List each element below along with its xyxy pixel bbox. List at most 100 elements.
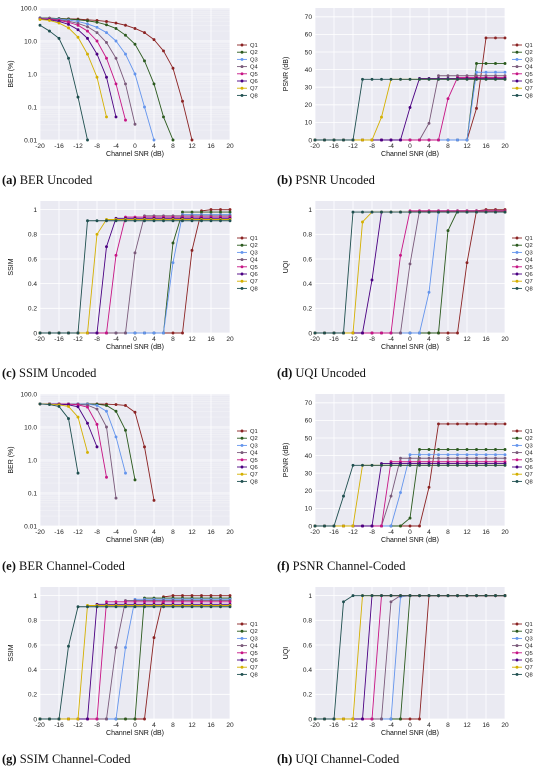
data-point <box>475 453 478 457</box>
x-axis-label: Channel SNR (dB) <box>106 151 164 158</box>
data-point <box>389 494 393 498</box>
data-point <box>484 61 488 65</box>
legend-label-q5: Q5 <box>250 458 258 464</box>
panel-caption-letter: (d) <box>277 366 293 380</box>
x-tick-label: 8 <box>171 143 175 150</box>
y-axis-label: BER (%) <box>8 60 15 87</box>
data-point <box>389 331 393 335</box>
legend-label-q4: Q4 <box>250 258 259 264</box>
x-tick-label: 4 <box>427 529 431 536</box>
legend-label-q6: Q6 <box>250 79 258 85</box>
legend-label-q5: Q5 <box>250 265 258 271</box>
data-point <box>67 644 70 648</box>
data-point <box>143 105 146 109</box>
data-point <box>399 524 402 528</box>
data-point <box>323 717 326 721</box>
data-point <box>408 524 412 528</box>
data-point <box>380 138 383 142</box>
legend-marker-q6 <box>240 465 244 469</box>
panel-caption-title: UQI Channel-Coded <box>292 752 400 766</box>
x-tick-label: -12 <box>348 143 358 150</box>
data-point <box>105 605 108 609</box>
chart-svg-h: -20 -16 -12 -8 -4 0 4 8 12 16 20 0 0.2 0.4 0.6 0.8 1 Chan… <box>283 587 534 737</box>
y-tick-label: 10 <box>305 120 313 127</box>
data-point <box>380 77 383 81</box>
data-point <box>124 428 127 432</box>
x-axis-label: Channel SNR (dB) <box>381 537 439 544</box>
data-point <box>475 70 478 74</box>
x-tick-label: 4 <box>152 722 156 729</box>
data-point <box>152 138 156 142</box>
data-point <box>190 605 194 609</box>
x-axis-label: Channel SNR (dB) <box>106 537 164 544</box>
data-point <box>114 56 118 60</box>
data-point <box>143 219 146 223</box>
data-point <box>456 453 459 457</box>
data-point <box>427 453 431 457</box>
data-point <box>427 331 431 335</box>
data-point <box>503 456 507 460</box>
x-tick-label: 8 <box>171 336 175 343</box>
panel-caption: (a) BER Uncoded <box>2 173 277 188</box>
data-point <box>361 331 364 335</box>
legend-marker-q1 <box>240 622 244 626</box>
data-point <box>418 524 421 528</box>
chart-svg-d: -20 -16 -12 -8 -4 0 4 8 12 16 20 0 0.2 0.4 0.6 0.8 1 Chan… <box>283 201 534 351</box>
legend-marker-q5 <box>240 72 244 76</box>
data-point <box>57 21 61 25</box>
data-point <box>219 210 222 214</box>
data-point <box>427 456 431 460</box>
data-point <box>323 331 326 335</box>
legend-label-q3: Q3 <box>525 57 533 63</box>
data-point <box>219 605 222 609</box>
data-point <box>370 717 374 721</box>
x-tick-label: -16 <box>54 336 64 343</box>
x-tick-label: 16 <box>482 143 490 150</box>
data-point <box>133 331 137 335</box>
data-point <box>484 453 488 457</box>
legend-label-q3: Q3 <box>525 250 533 256</box>
data-point <box>503 61 507 65</box>
data-point <box>446 453 450 457</box>
data-point <box>67 331 70 335</box>
legend-label-q5: Q5 <box>525 72 533 78</box>
data-point <box>313 138 317 142</box>
legend-label-q7: Q7 <box>525 279 533 285</box>
data-point <box>105 409 108 413</box>
data-point <box>370 278 374 282</box>
data-point <box>114 21 118 25</box>
legend-marker-q4 <box>240 644 244 648</box>
data-point <box>95 331 99 335</box>
legend-marker-q2 <box>240 629 244 633</box>
legend-label-q3: Q3 <box>250 443 258 449</box>
x-tick-label: 4 <box>427 336 431 343</box>
x-tick-label: -12 <box>73 722 83 729</box>
legend-marker-q5 <box>240 458 244 462</box>
y-tick-label: 60 <box>305 418 313 425</box>
data-point <box>475 106 478 110</box>
data-point <box>209 605 213 609</box>
data-point <box>494 422 497 426</box>
data-point <box>181 219 184 223</box>
data-point <box>200 605 203 609</box>
data-point <box>313 331 317 335</box>
data-point <box>456 463 459 467</box>
legend-label-q5: Q5 <box>525 265 533 271</box>
data-point <box>503 422 507 426</box>
data-point <box>484 77 488 81</box>
legend-label-q1: Q1 <box>250 429 258 435</box>
x-tick-label: 16 <box>207 722 215 729</box>
legend-marker-q4 <box>515 258 519 262</box>
data-point <box>389 717 393 721</box>
y-tick-label: 0 <box>308 523 312 530</box>
data-point <box>152 605 156 609</box>
data-point <box>76 405 80 409</box>
legend-marker-q1 <box>515 236 519 240</box>
x-tick-label: -20 <box>310 336 320 343</box>
legend-label-q1: Q1 <box>525 43 533 49</box>
data-point <box>503 210 507 214</box>
y-tick-label: 1 <box>33 207 37 214</box>
data-point <box>475 594 478 598</box>
data-point <box>48 29 51 33</box>
